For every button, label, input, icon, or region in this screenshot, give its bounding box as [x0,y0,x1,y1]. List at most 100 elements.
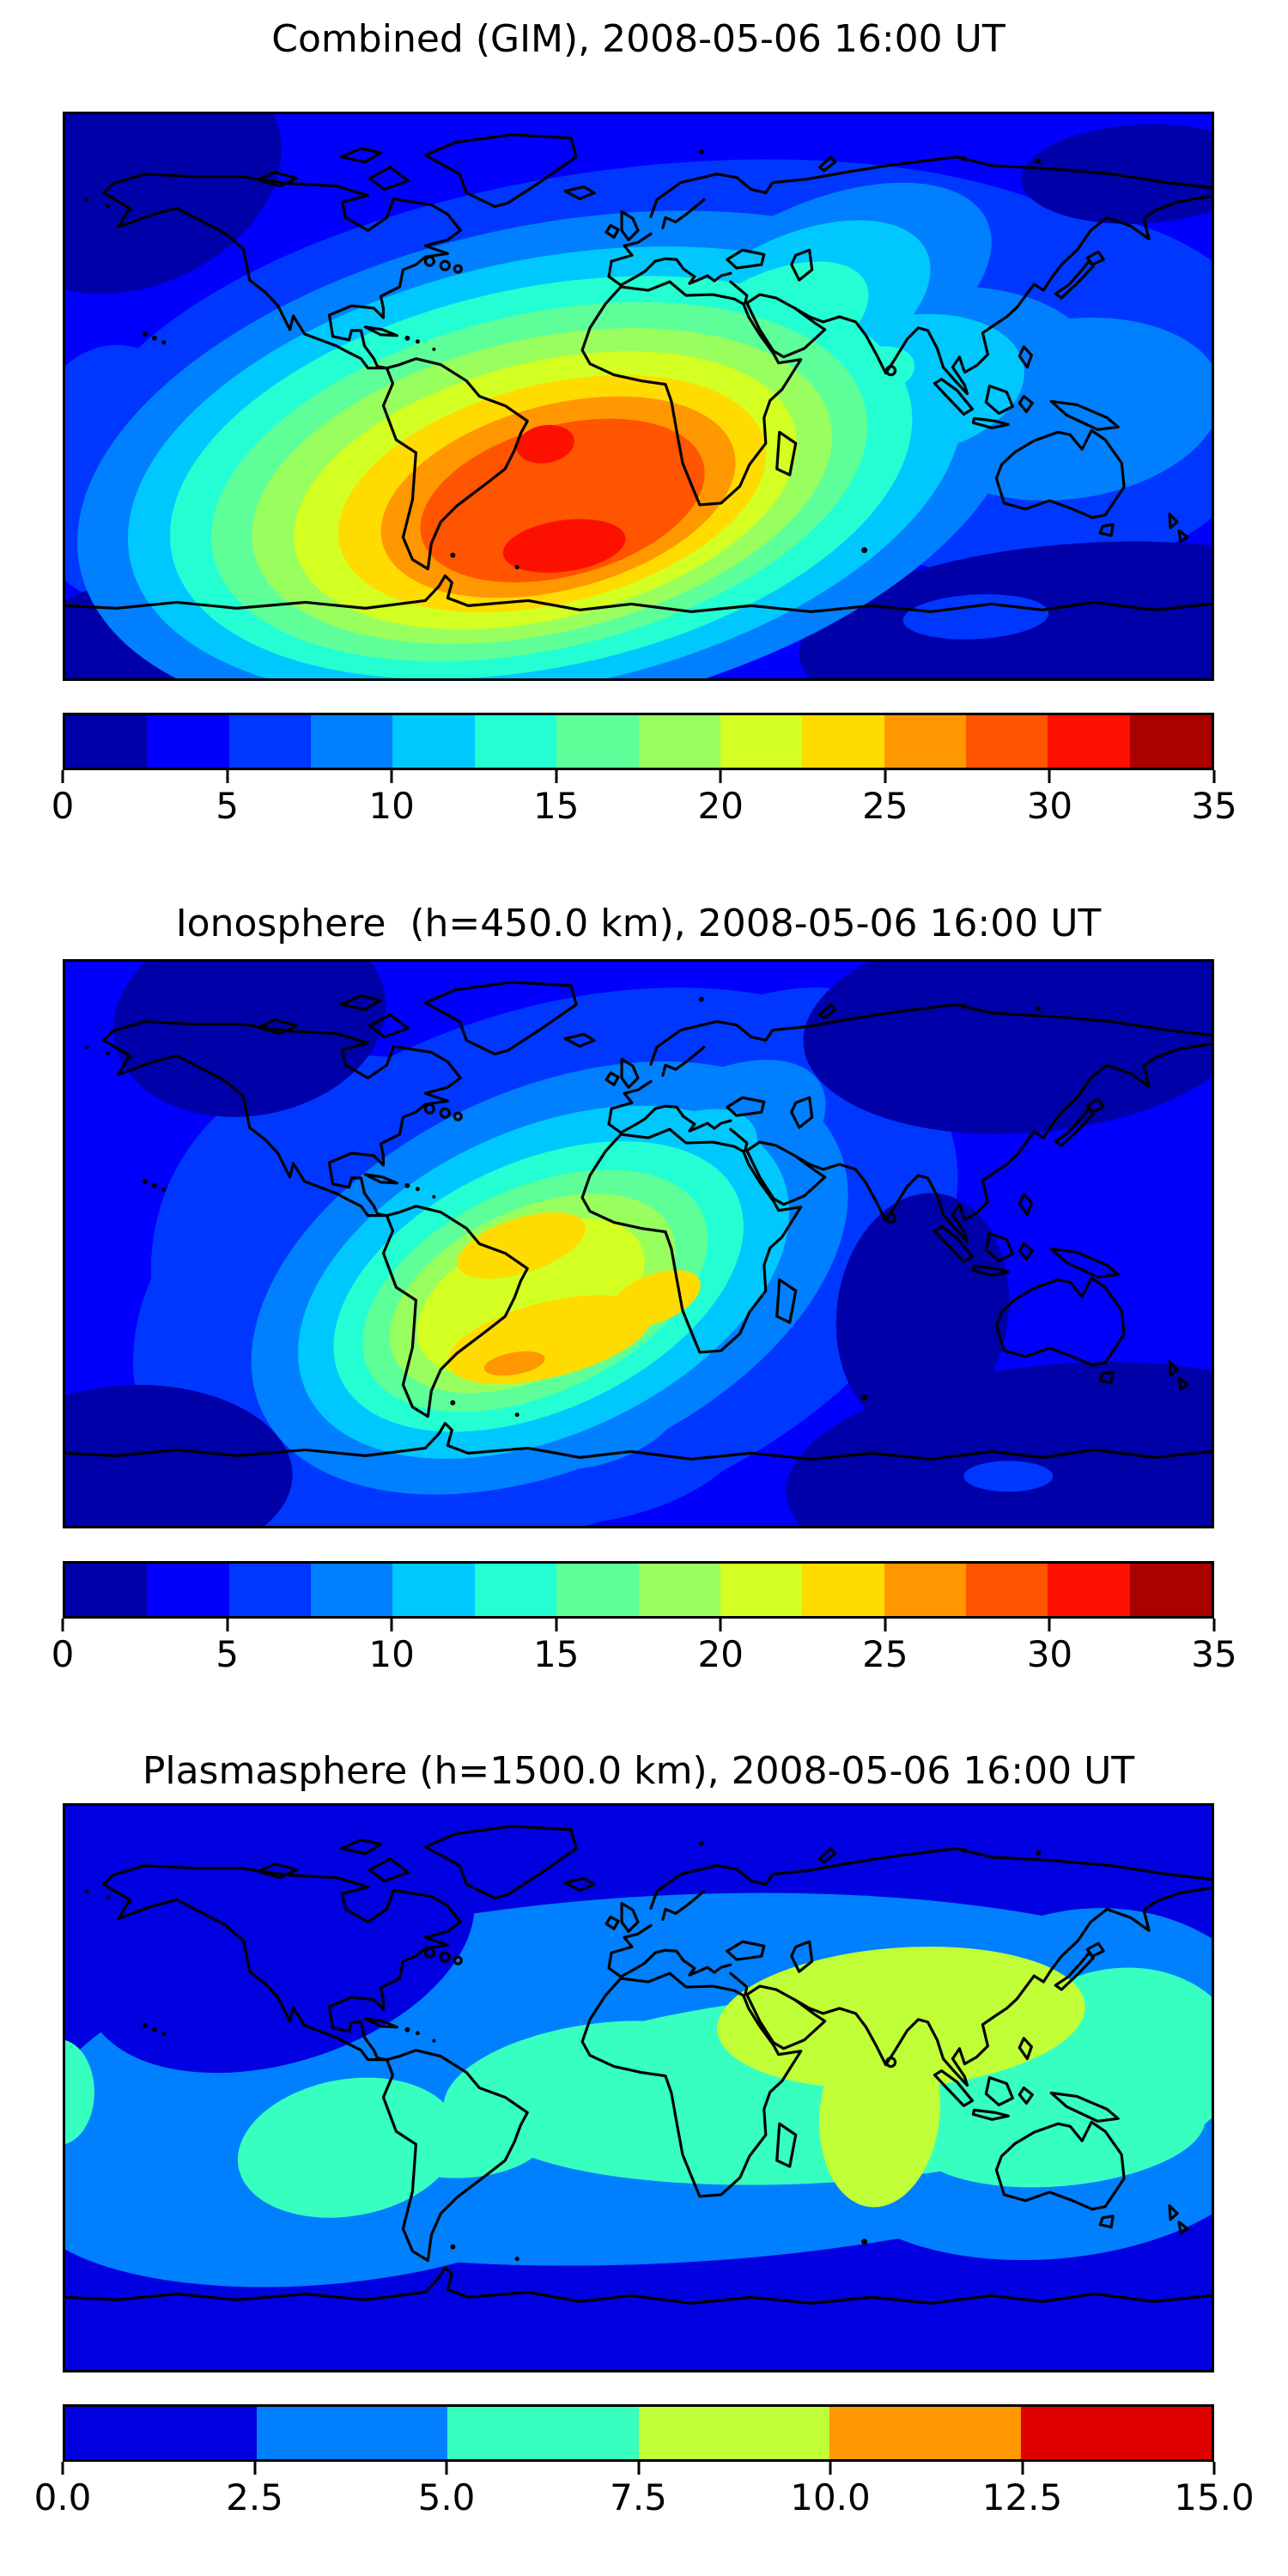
colorbar-tick-label: 20 [697,785,744,827]
colorbar-segment [638,1564,720,1616]
colorbar-tick [1048,1619,1051,1631]
contour-region [835,1193,1010,1431]
panel3-contour-regions [65,1806,1212,2370]
colorbar-segment [829,2407,1021,2459]
contour-region [84,1820,475,2074]
panel1-colorbar-ticks [61,770,1216,784]
panel1-contour-regions [65,114,1212,678]
panel2-contour-svg [65,962,1212,1526]
contour-region [963,1461,1054,1492]
colorbar-tick-label: 2.5 [226,2476,283,2518]
colorbar-tick-label: 20 [697,1633,744,1675]
colorbar-segment [802,1564,884,1616]
colorbar-tick-label: 5 [216,1633,239,1675]
panel2-contour-regions [65,962,1212,1526]
colorbar-tick-label: 0.0 [33,2476,92,2518]
panel2-colorbar-labels: 0 5 10 15 20 25 30 35 [52,1633,1237,1676]
colorbar-tick [445,2462,448,2475]
colorbar-tick [61,1619,64,1631]
colorbar-tick-label: 7.5 [610,2476,667,2518]
colorbar-tick-label: 15 [532,1633,580,1675]
colorbar-segment [474,715,557,768]
colorbar-segment [311,715,393,768]
colorbar-segment [638,715,720,768]
colorbar-tick-label: 0 [51,785,75,827]
panel2-title: Ionosphere (h=450.0 km), 2008-05-06 16:0… [175,902,1102,945]
panel1-colorbar [63,713,1214,770]
contour-region [914,2074,1206,2188]
contour-region [786,1362,1212,1526]
contour-region [516,424,574,464]
panel3-title: Plasmasphere (h=1500.0 km), 2008-05-06 1… [142,1749,1135,1793]
colorbar-segment [965,715,1048,768]
colorbar-tick-label: 15 [532,785,580,827]
colorbar-segment [1020,2407,1212,2459]
contour-region [483,1351,545,1376]
colorbar-segment [65,715,148,768]
contour-region [803,962,1212,1134]
colorbar-tick [884,770,887,783]
colorbar-segment [228,1564,312,1616]
panel1-title: Combined (GIM), 2008-05-06 16:00 UT [271,17,1005,61]
colorbar-segment [802,715,884,768]
colorbar-segment [1048,715,1130,768]
panel1-colorbar-labels: 0 5 10 15 20 25 30 35 [52,785,1237,828]
colorbar-tick [637,2462,640,2475]
contour-region [113,962,386,1117]
contour-region [457,1212,586,1279]
contour-region [237,2077,459,2218]
colorbar-tick-label: 12.5 [981,2476,1063,2518]
colorbar-tick [1048,770,1051,783]
colorbar-segment [1048,1564,1130,1616]
colorbar-segment [147,715,229,768]
colorbar-tick [719,770,722,783]
panel3-colorbar-labels: 0.0 2.5 5.0 7.5 10.0 12.5 15.0 [34,2476,1255,2519]
colorbar-tick-label: 5 [216,785,239,827]
colorbar-tick [226,1619,229,1631]
colorbar-segment [65,1564,148,1616]
colorbar-tick [555,770,558,783]
panel1-map [63,112,1214,681]
colorbar-segment [65,2407,257,2459]
colorbar-tick [1021,2462,1024,2475]
panel3-colorbar-ticks [61,2462,1216,2476]
contour-region [502,519,626,573]
colorbar-segment [884,715,966,768]
colorbar-segment [311,1564,393,1616]
colorbar-tick-label: 25 [862,785,908,827]
colorbar-tick-label: 35 [1191,1633,1237,1675]
panel2-colorbar [63,1561,1214,1619]
contour-region [819,2020,941,2208]
colorbar-tick [829,2462,832,2475]
colorbar-segment [556,1564,639,1616]
colorbar-tick [719,1619,722,1631]
colorbar-tick-label: 25 [862,1633,908,1675]
panel3-colorbar [63,2404,1214,2462]
colorbar-segment [228,715,312,768]
colorbar-segment [720,1564,803,1616]
colorbar-tick [61,770,64,783]
contour-region [420,418,705,583]
colorbar-segment [392,1564,475,1616]
panel1-contour-svg [65,114,1212,678]
colorbar-tick-label: 30 [1026,785,1073,827]
colorbar-tick [390,1619,393,1631]
colorbar-tick [1212,1619,1216,1631]
colorbar-tick [884,1619,887,1631]
contour-region [65,114,282,295]
colorbar-segment [392,715,475,768]
colorbar-tick [1212,2462,1216,2475]
panel2-map [63,959,1214,1528]
colorbar-tick-label: 10.0 [790,2476,871,2518]
contour-region [799,541,1212,678]
colorbar-tick-label: 35 [1191,785,1237,827]
colorbar-tick [253,2462,256,2475]
colorbar-tick [555,1619,558,1631]
colorbar-segment [965,1564,1048,1616]
colorbar-segment [147,1564,229,1616]
colorbar-segment [447,2407,639,2459]
colorbar-segment [556,715,639,768]
colorbar-segment [638,2407,829,2459]
colorbar-tick-label: 30 [1026,1633,1073,1675]
